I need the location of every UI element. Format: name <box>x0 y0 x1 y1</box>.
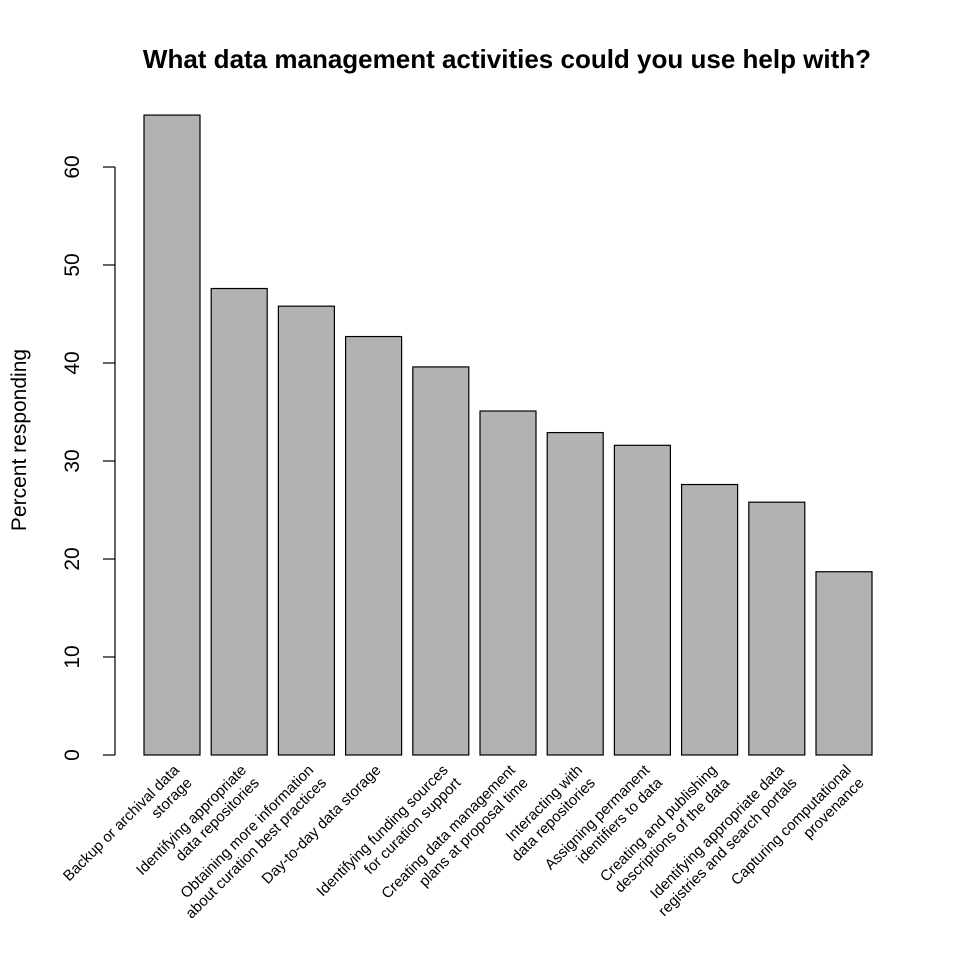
y-tick-label: 50 <box>61 253 84 276</box>
bar <box>210 287 268 756</box>
y-tick-label: 10 <box>61 645 84 668</box>
y-tick-label: 30 <box>61 449 84 472</box>
y-tick-label: 40 <box>61 351 84 374</box>
bar <box>546 431 604 756</box>
x-category-label-line: Backup or archival data <box>60 761 183 884</box>
y-tick-label: 60 <box>61 155 84 178</box>
x-axis-labels: Backup or archival datastorageIdentifyin… <box>60 761 868 922</box>
y-tick-label: 0 <box>61 749 84 761</box>
bar <box>143 114 201 756</box>
y-axis: 0 10 20 30 40 50 60 <box>61 155 116 761</box>
bar <box>748 501 806 756</box>
bar <box>479 410 537 756</box>
bar <box>815 571 873 756</box>
bar <box>680 483 739 756</box>
bar <box>613 444 672 756</box>
bar <box>412 366 470 756</box>
bar <box>277 305 335 756</box>
chart-title: What data management activities could yo… <box>143 44 871 74</box>
y-tick-label: 20 <box>61 547 84 570</box>
bar <box>345 335 403 756</box>
bars <box>143 114 873 756</box>
y-axis-label: Percent responding <box>8 349 31 531</box>
